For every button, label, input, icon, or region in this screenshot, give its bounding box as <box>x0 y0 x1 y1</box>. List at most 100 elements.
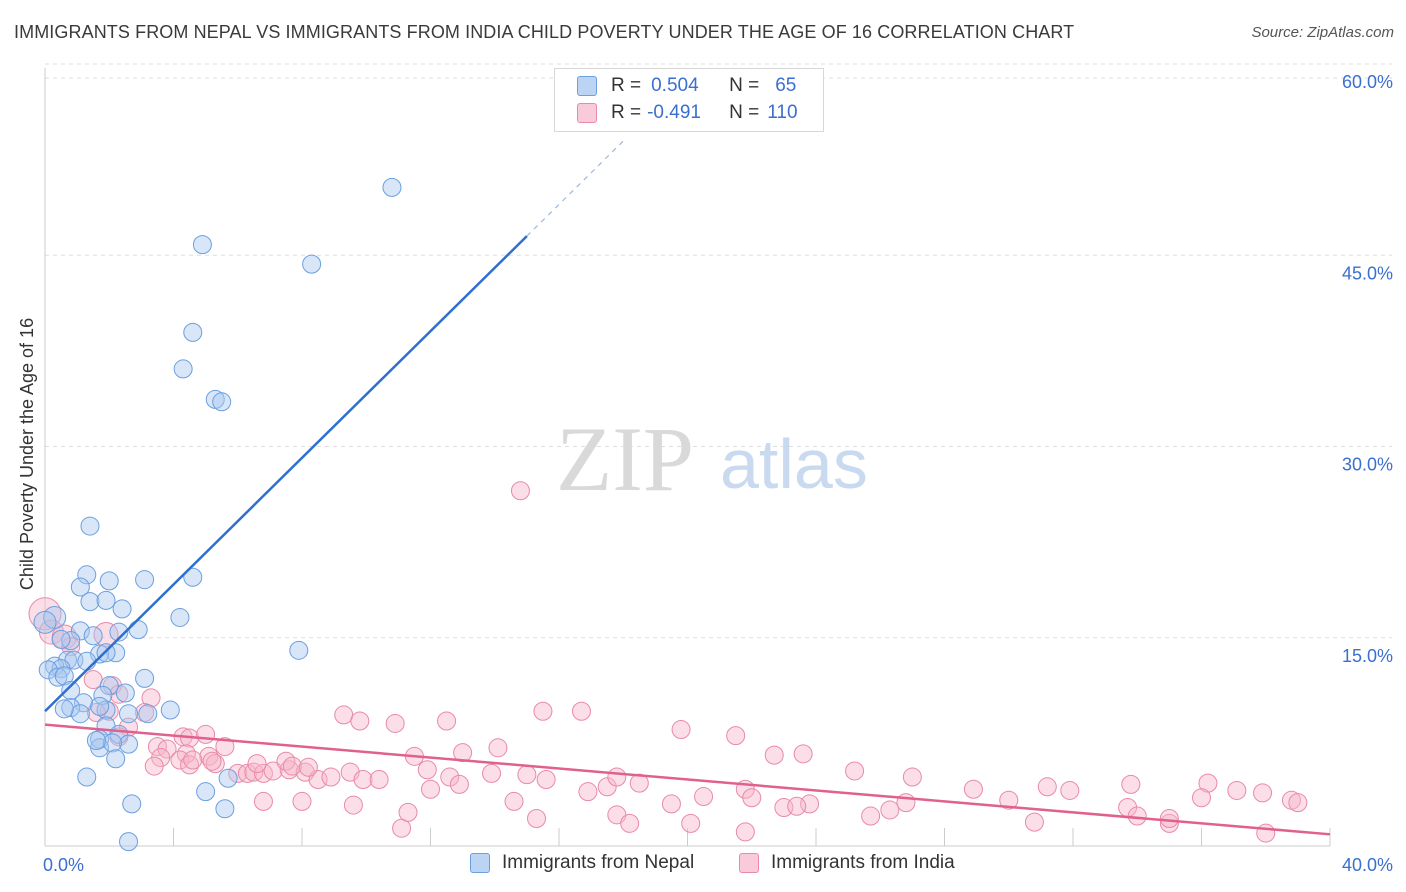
india-point <box>1288 793 1308 813</box>
india-point <box>880 800 900 820</box>
x-tick-label: 40.0% <box>1342 855 1393 875</box>
nepal-n-value: 65 <box>775 75 797 96</box>
nepal-point <box>70 704 90 724</box>
nepal-point <box>70 621 90 641</box>
india-point <box>369 769 389 789</box>
india-point <box>1159 813 1179 833</box>
india-point <box>353 769 373 789</box>
nepal-point <box>80 592 100 612</box>
nepal-point <box>196 782 216 802</box>
nepal-point <box>77 651 97 671</box>
legend-r-label: R = <box>611 75 642 96</box>
india-points <box>28 481 1308 843</box>
india-point <box>1192 788 1211 808</box>
india-point <box>620 813 640 833</box>
nepal-point <box>99 571 119 591</box>
india-point <box>671 720 691 740</box>
india-point <box>1024 812 1044 832</box>
nepal-point <box>215 799 235 819</box>
nepal-point <box>106 749 126 769</box>
india-swatch <box>577 103 597 123</box>
india-point <box>510 481 530 501</box>
legend-item-nepal[interactable]: Immigrants from Nepal <box>470 852 694 874</box>
nepal-legend-label: Immigrants from Nepal <box>502 852 695 873</box>
legend-n-label: N = <box>729 102 760 123</box>
india-point <box>1253 783 1273 803</box>
nepal-point <box>51 629 71 649</box>
nepal-point <box>48 667 68 687</box>
india-point <box>253 791 273 811</box>
india-point <box>661 794 681 814</box>
india-point <box>681 813 701 833</box>
india-point <box>276 751 296 771</box>
nepal-point <box>119 832 139 852</box>
india-point <box>726 726 746 746</box>
nepal-point <box>33 610 57 634</box>
watermark-atlas: atlas <box>720 425 868 503</box>
nepal-point <box>70 577 90 597</box>
india-point <box>1121 774 1141 794</box>
india-point <box>902 767 922 787</box>
axes <box>44 68 1331 847</box>
india-point <box>1159 808 1179 828</box>
india-point <box>999 790 1019 810</box>
india-point <box>504 791 524 811</box>
nepal-point <box>128 620 148 640</box>
india-point <box>350 711 370 731</box>
nepal-point <box>96 590 116 610</box>
legend-row-nepal: R = 0.504 N = 65 <box>577 74 796 98</box>
india-point <box>83 670 103 690</box>
nepal-point <box>96 700 116 720</box>
india-point <box>742 788 762 808</box>
india-point <box>517 765 537 785</box>
nepal-point <box>112 599 132 619</box>
series-legend: Immigrants from Nepal Immigrants from In… <box>0 852 1406 878</box>
nepal-trend-line <box>44 235 528 713</box>
nepal-point <box>138 704 158 724</box>
y-tick-label: 45.0% <box>1342 263 1393 283</box>
nepal-point <box>135 570 155 590</box>
nepal-point <box>135 668 155 688</box>
nepal-point <box>160 700 180 720</box>
nepal-point <box>61 681 81 701</box>
nepal-point <box>119 704 139 724</box>
nepal-point <box>302 254 322 274</box>
nepal-trend-extension <box>526 140 624 237</box>
india-point <box>196 724 216 744</box>
india-point <box>282 756 302 776</box>
nepal-point <box>115 683 135 703</box>
india-point <box>385 713 405 733</box>
india-point <box>398 802 418 822</box>
india-point <box>861 806 881 826</box>
legend-item-india[interactable]: Immigrants from India <box>739 852 955 874</box>
y-tick-label: 15.0% <box>1342 646 1393 666</box>
y-tick-label: 60.0% <box>1342 72 1393 92</box>
nepal-point <box>61 631 81 651</box>
nepal-point <box>212 392 232 412</box>
india-point <box>237 763 257 783</box>
watermark-zip: ZIP <box>556 408 694 510</box>
india-point <box>437 711 457 731</box>
india-point <box>421 779 440 799</box>
india-point <box>735 822 755 842</box>
india-legend-swatch <box>739 853 759 873</box>
india-point <box>793 744 813 764</box>
india-point <box>1127 806 1147 826</box>
india-point <box>597 777 617 797</box>
nepal-point <box>119 734 139 754</box>
india-legend-label: Immigrants from India <box>771 852 955 873</box>
nepal-point <box>109 622 129 642</box>
nepal-point <box>86 730 106 750</box>
india-point <box>215 737 235 757</box>
y-tick-label: 30.0% <box>1342 455 1393 475</box>
nepal-point <box>80 516 100 536</box>
trend-lines <box>44 140 1331 836</box>
india-n-value: 110 <box>767 102 798 123</box>
india-point <box>28 597 62 631</box>
nepal-point <box>192 235 212 255</box>
nepal-point <box>106 643 126 663</box>
india-point <box>533 701 553 721</box>
india-point <box>1227 780 1247 800</box>
india-point <box>205 754 225 774</box>
